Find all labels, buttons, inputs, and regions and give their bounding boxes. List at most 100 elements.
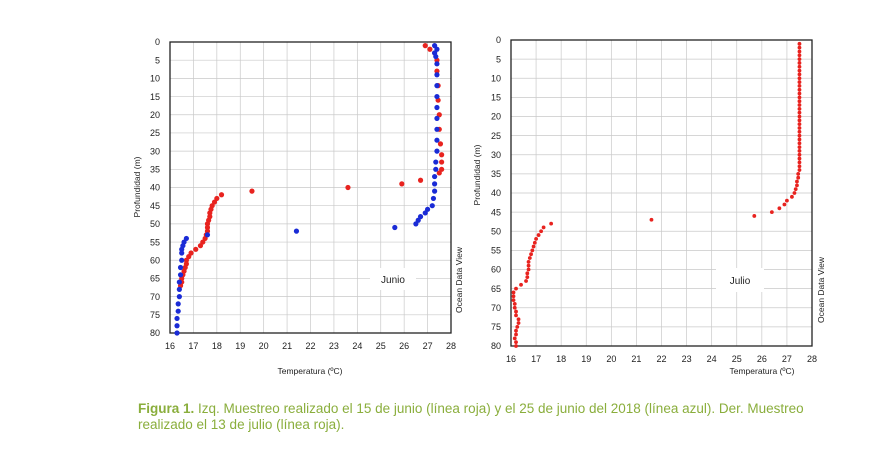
data-point <box>177 264 184 271</box>
data-point <box>204 224 211 231</box>
data-point <box>532 240 537 245</box>
x-tick-label: 24 <box>707 354 717 364</box>
data-point <box>541 225 546 230</box>
grid <box>510 39 813 347</box>
data-point <box>519 282 523 287</box>
data-point <box>514 313 518 318</box>
y-axis-label: Profundidad (m) <box>132 156 142 217</box>
data-point <box>796 175 801 180</box>
data-point <box>175 301 181 307</box>
annotation-box <box>370 268 416 290</box>
y-tick-label: 40 <box>491 188 501 198</box>
data-point <box>797 91 802 96</box>
data-point <box>797 57 802 62</box>
data-point <box>752 214 757 218</box>
data-point <box>797 80 802 84</box>
figure-canvas: 16 17 18 19 20 21 22 23 24 25 26 27 28 0 5 10 15 20 25 30 3… <box>132 35 826 376</box>
data-point <box>179 250 185 256</box>
x-tick-label: 21 <box>631 354 641 364</box>
data-point <box>525 275 530 280</box>
x-tick-label: 28 <box>446 341 456 351</box>
data-point <box>430 195 437 202</box>
data-point <box>511 290 516 295</box>
y-tick-label: 80 <box>491 341 501 351</box>
data-point <box>433 53 439 60</box>
data-point <box>792 191 797 195</box>
data-point <box>526 263 531 268</box>
caption-lead: Figura 1. <box>138 401 195 416</box>
y-tick-label: 35 <box>150 165 160 175</box>
data-point <box>797 114 802 119</box>
y-tick-label: 65 <box>150 274 160 284</box>
y-tick-label: 70 <box>491 303 501 313</box>
data-point <box>434 126 440 132</box>
x-tick-label: 25 <box>376 341 386 351</box>
data-point <box>797 126 802 130</box>
data-point <box>797 64 802 69</box>
data-point <box>797 41 802 46</box>
y-tick-label: 10 <box>150 74 160 84</box>
y-tick-label: 40 <box>150 183 160 193</box>
y-tick-labels: 0 5 10 15 20 25 30 35 40 45 50 55 60 65 70 75 80 <box>150 37 160 338</box>
data-point <box>512 336 517 341</box>
data-point <box>796 171 801 176</box>
x-tick-label: 27 <box>423 341 433 351</box>
data-point <box>439 159 445 165</box>
data-point <box>432 181 438 187</box>
y-tick-label: 20 <box>150 110 160 120</box>
data-point <box>176 286 182 292</box>
y-tick-label: 50 <box>491 226 501 236</box>
data-point <box>795 179 799 184</box>
x-tick-label: 20 <box>606 354 616 364</box>
data-point <box>797 160 802 165</box>
data-point <box>511 294 516 299</box>
data-point <box>174 323 180 329</box>
y-tick-label: 10 <box>491 73 501 83</box>
y-tick-label: 60 <box>150 255 160 265</box>
data-point <box>512 302 517 306</box>
x-tick-label: 19 <box>235 341 245 351</box>
y-tick-label: 30 <box>491 150 501 160</box>
x-tick-label: 27 <box>782 354 792 364</box>
y-tick-label: 70 <box>150 292 160 302</box>
x-tick-label: 18 <box>556 354 566 364</box>
data-point <box>434 72 440 78</box>
data-point <box>183 257 189 263</box>
data-point <box>427 46 433 52</box>
data-point <box>432 173 438 180</box>
data-point <box>790 194 794 199</box>
data-point <box>434 61 440 67</box>
data-point <box>526 267 531 272</box>
x-tick-label: 26 <box>399 341 409 351</box>
data-point <box>174 315 180 322</box>
watermark: Ocean Data View <box>454 246 464 313</box>
data-point <box>797 84 802 88</box>
data-point <box>769 210 774 215</box>
data-point <box>434 148 440 154</box>
y-tick-label: 35 <box>491 169 501 179</box>
plot-frame <box>510 39 813 347</box>
data-point <box>797 156 802 161</box>
data-point <box>797 133 802 138</box>
data-point <box>797 118 802 123</box>
data-point <box>797 103 802 107</box>
caption-text: Izq. Muestreo realizado el 15 de junio (… <box>138 401 804 432</box>
data-point <box>797 99 802 104</box>
data-point <box>204 232 211 238</box>
data-point <box>793 187 798 192</box>
data-point <box>516 317 521 322</box>
data-point <box>797 145 802 150</box>
y-tick-labels: 0 5 10 15 20 25 30 35 40 45 50 55 60 65 70 75 80 <box>491 35 501 351</box>
data-point <box>437 141 444 147</box>
data-point <box>511 298 516 302</box>
data-point <box>797 137 802 142</box>
x-tick-label: 22 <box>305 341 315 351</box>
annotation-box <box>716 268 764 292</box>
data-point <box>514 340 518 345</box>
y-tick-label: 75 <box>150 310 160 320</box>
x-axis-label: Temperatura (ºC) <box>278 366 343 376</box>
data-point <box>176 294 182 300</box>
data-point <box>413 221 419 227</box>
y-tick-label: 60 <box>491 265 501 275</box>
data-point <box>530 248 535 253</box>
